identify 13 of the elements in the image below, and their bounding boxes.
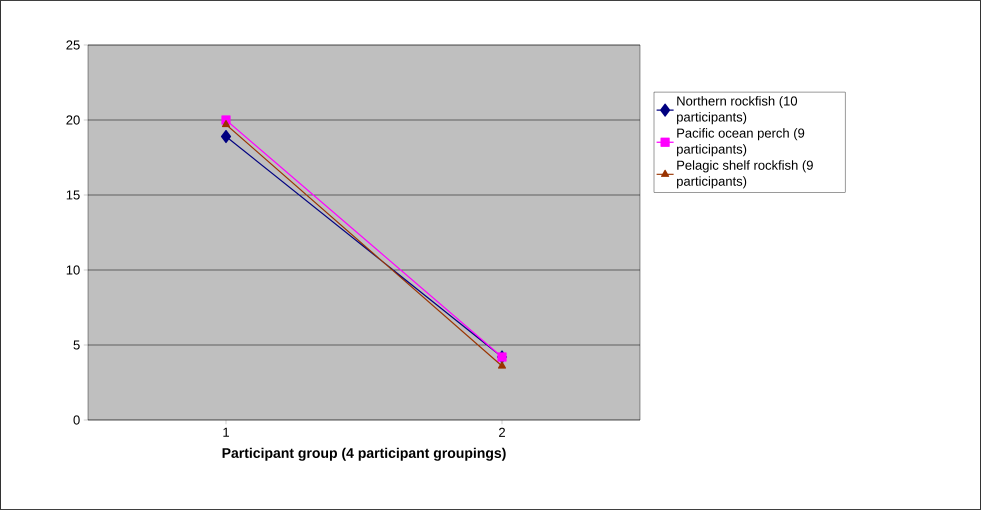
y-tick-label: 20 <box>66 115 80 125</box>
x-tick-label: 2 <box>499 428 505 437</box>
legend-label: Pacific ocean perch (9 participants) <box>677 128 804 156</box>
y-tick-label: 25 <box>66 40 80 50</box>
y-tick-label: 0 <box>74 415 80 425</box>
legend-label: Northern rockfish (10 participants) <box>677 96 798 124</box>
y-tick-label: 15 <box>66 190 80 200</box>
point <box>220 130 232 144</box>
x-axis-title: Participant group (4 participant groupings) <box>222 448 506 461</box>
x-tick-label: 1 <box>223 428 229 437</box>
y-tick-label: 10 <box>66 265 80 275</box>
legend-label: Pelagic shelf rockfish (9 participants) <box>677 160 813 188</box>
y-tick-label: 5 <box>74 340 80 350</box>
